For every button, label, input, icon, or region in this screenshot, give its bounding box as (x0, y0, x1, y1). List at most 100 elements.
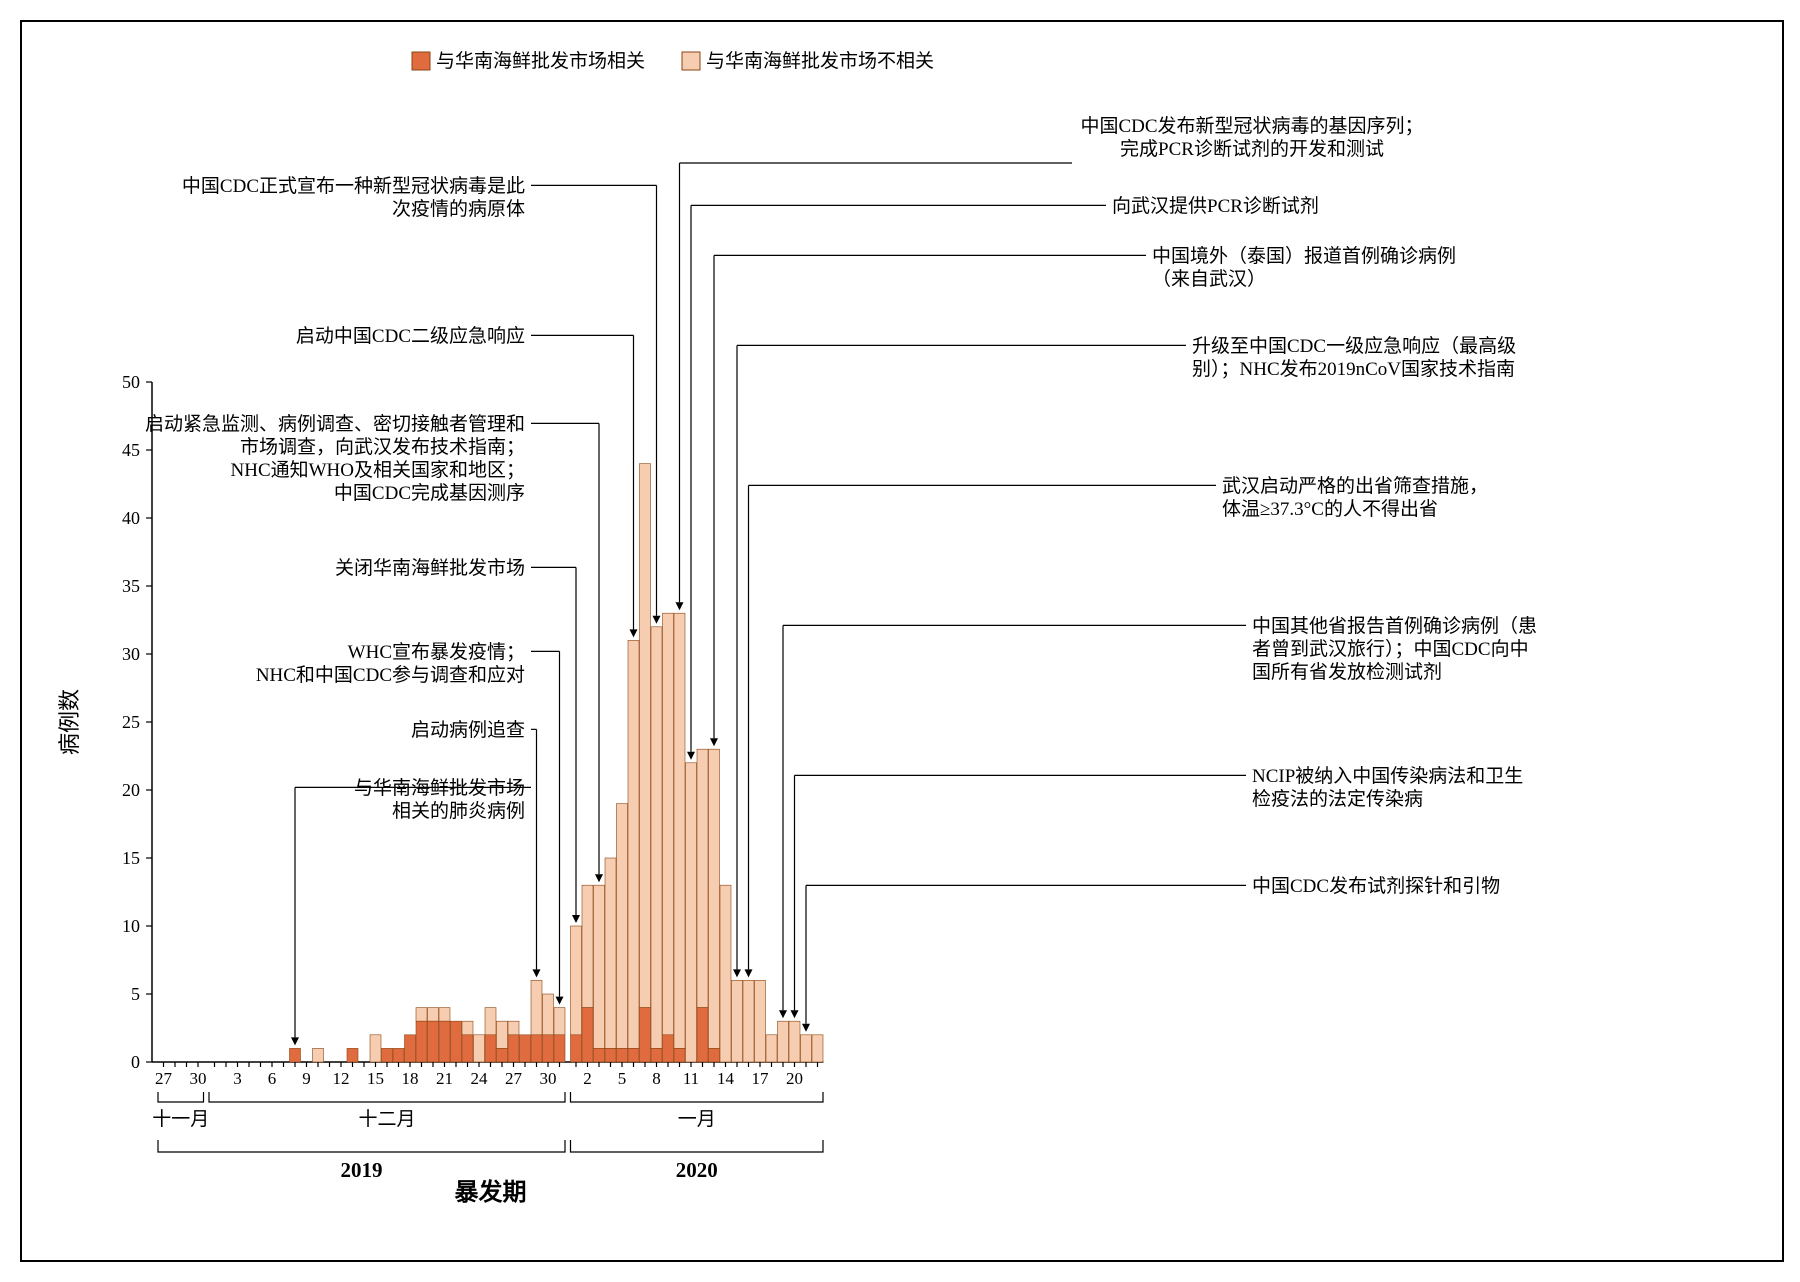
x-tick-label: 24 (471, 1069, 489, 1088)
x-tick-label: 27 (505, 1069, 523, 1088)
bar-notlinked (428, 1008, 439, 1022)
bar-notlinked (789, 1021, 800, 1062)
x-tick-label: 12 (333, 1069, 350, 1088)
annotation-text: 中国其他省报告首例确诊病例（患者曾到武汉旅行）；中国CDC向中国所有省发放检测试… (1252, 615, 1537, 683)
bar-linked (405, 1035, 416, 1062)
y-tick-label: 5 (131, 984, 140, 1004)
svg-text:武汉启动严格的出省筛查措施，: 武汉启动严格的出省筛查措施， (1222, 475, 1488, 497)
svg-text:完成PCR诊断试剂的开发和测试: 完成PCR诊断试剂的开发和测试 (1120, 138, 1384, 160)
svg-text:中国CDC正式宣布一种新型冠状病毒是此: 中国CDC正式宣布一种新型冠状病毒是此 (182, 175, 525, 197)
chart-container: 与华南海鲜批发市场相关与华南海鲜批发市场不相关05101520253035404… (20, 20, 1784, 1262)
bar-linked (290, 1048, 301, 1062)
bar-notlinked (755, 980, 766, 1062)
annotation-text: 中国境外（泰国）报道首例确诊病例（来自武汉） (1152, 245, 1456, 290)
arrowhead-icon (291, 1037, 299, 1045)
svg-text:中国CDC完成基因测序: 中国CDC完成基因测序 (334, 482, 525, 504)
bar-notlinked (543, 994, 554, 1035)
chart-svg: 与华南海鲜批发市场相关与华南海鲜批发市场不相关05101520253035404… (22, 22, 1782, 1260)
x-tick-label: 5 (618, 1069, 627, 1088)
annotation-text: 升级至中国CDC一级应急响应（最高级别）；NHC发布2019nCoV国家技术指南 (1192, 335, 1516, 380)
bar-notlinked (313, 1048, 324, 1062)
arrowhead-icon (791, 1010, 799, 1018)
x-tick-label: 6 (268, 1069, 277, 1088)
x-tick-label: 15 (367, 1069, 384, 1088)
svg-text:别）；NHC发布2019nCoV国家技术指南: 别）；NHC发布2019nCoV国家技术指南 (1192, 358, 1515, 380)
bar-linked (554, 1035, 565, 1062)
x-tick-label: 30 (540, 1069, 557, 1088)
bar-notlinked (485, 1008, 496, 1035)
bar-linked (497, 1048, 508, 1062)
y-tick-label: 15 (122, 848, 140, 868)
bar-linked (628, 1048, 639, 1062)
x-axis-label: 暴发期 (455, 1178, 527, 1206)
arrowhead-icon (779, 1010, 787, 1018)
bar-notlinked (663, 613, 674, 1035)
bar-linked (663, 1035, 674, 1062)
bar-notlinked (709, 749, 720, 1048)
bar-linked (640, 1008, 651, 1062)
y-tick-label: 25 (122, 712, 140, 732)
bracket (571, 1092, 824, 1102)
bar-notlinked (674, 613, 685, 1048)
arrowhead-icon (595, 874, 603, 882)
bracket-label: 一月 (678, 1109, 716, 1130)
y-tick-label: 45 (122, 440, 140, 460)
annotation-text: 中国CDC发布新型冠状病毒的基因序列；完成PCR诊断试剂的开发和测试 (1080, 115, 1423, 160)
bar-notlinked (605, 858, 616, 1048)
bar-notlinked (370, 1035, 381, 1062)
bar-linked (674, 1048, 685, 1062)
annotation-text: NCIP被纳入中国传染病法和卫生检疫法的法定传染病 (1252, 765, 1523, 810)
svg-text:NCIP被纳入中国传染病法和卫生: NCIP被纳入中国传染病法和卫生 (1252, 765, 1523, 787)
svg-text:WHC宣布暴发疫情；: WHC宣布暴发疫情； (348, 641, 525, 663)
bar-notlinked (801, 1035, 812, 1062)
arrowhead-icon (556, 997, 564, 1005)
svg-text:启动中国CDC二级应急响应: 启动中国CDC二级应急响应 (296, 325, 525, 347)
bar-notlinked (594, 885, 605, 1048)
bar-notlinked (439, 1008, 450, 1022)
x-tick-label: 30 (190, 1069, 207, 1088)
annotation-text: 启动中国CDC二级应急响应 (296, 325, 525, 347)
legend-linked-label: 与华南海鲜批发市场相关 (436, 50, 645, 72)
y-tick-label: 10 (122, 916, 140, 936)
bracket-label: 十一月 (152, 1108, 209, 1130)
bracket (158, 1140, 565, 1152)
arrowhead-icon (745, 969, 753, 977)
bar-notlinked (474, 1035, 485, 1062)
bar-notlinked (720, 885, 731, 1062)
bar-notlinked (766, 1035, 777, 1062)
arrowhead-icon (710, 738, 718, 746)
svg-text:关闭华南海鲜批发市场: 关闭华南海鲜批发市场 (335, 557, 525, 579)
bar-notlinked (812, 1035, 823, 1062)
bar-linked (520, 1035, 531, 1062)
x-tick-label: 8 (652, 1069, 661, 1088)
arrowhead-icon (653, 616, 661, 624)
bar-notlinked (697, 749, 708, 1007)
svg-text:次疫情的病原体: 次疫情的病原体 (392, 198, 525, 220)
y-tick-label: 50 (122, 372, 140, 392)
svg-text:检疫法的法定传染病: 检疫法的法定传染病 (1252, 788, 1423, 810)
bar-linked (416, 1021, 427, 1062)
bar-notlinked (554, 1008, 565, 1035)
arrowhead-icon (676, 602, 684, 610)
bracket-label: 十二月 (358, 1108, 415, 1130)
bar-linked (428, 1021, 439, 1062)
bar-notlinked (778, 1021, 789, 1062)
bar-notlinked (571, 926, 582, 1035)
bar-linked (451, 1021, 462, 1062)
legend-notlinked-label: 与华南海鲜批发市场不相关 (706, 50, 934, 72)
annotation-text: 启动病例追查 (411, 719, 525, 741)
bar-notlinked (651, 627, 662, 1049)
y-tick-label: 40 (122, 508, 140, 528)
bar-notlinked (416, 1008, 427, 1022)
svg-text:体温≥37.3°C的人不得出省: 体温≥37.3°C的人不得出省 (1222, 498, 1438, 520)
bar-linked (582, 1008, 593, 1062)
y-tick-label: 35 (122, 576, 140, 596)
x-tick-label: 27 (155, 1069, 173, 1088)
y-tick-label: 30 (122, 644, 140, 664)
annotation-text: 关闭华南海鲜批发市场 (335, 557, 525, 579)
bar-linked (709, 1048, 720, 1062)
svg-text:与华南海鲜批发市场: 与华南海鲜批发市场 (354, 777, 525, 799)
svg-text:中国境外（泰国）报道首例确诊病例: 中国境外（泰国）报道首例确诊病例 (1152, 245, 1456, 267)
bar-notlinked (628, 640, 639, 1048)
bar-linked (382, 1048, 393, 1062)
